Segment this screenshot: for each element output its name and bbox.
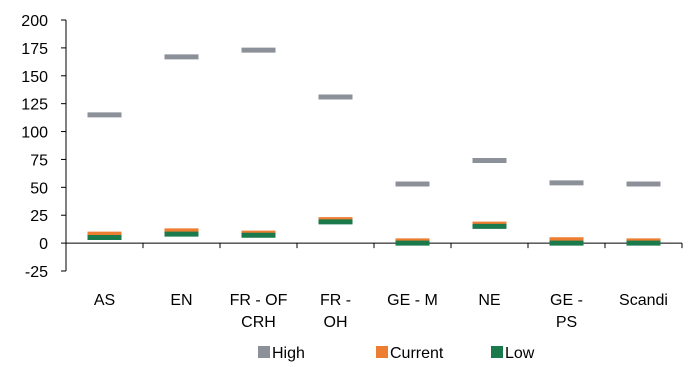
y-tick-label: 50 xyxy=(30,180,48,197)
y-axis: -25 0 25 50 75 100 125 150 175 200 xyxy=(21,13,67,281)
y-tick-label: 75 xyxy=(30,152,48,169)
y-tick-label: 200 xyxy=(21,13,48,30)
y-tick-label: 25 xyxy=(30,208,48,225)
y-tick-label: 125 xyxy=(21,97,48,114)
legend-swatch-current xyxy=(376,346,388,358)
x-tick-label: EN xyxy=(170,292,192,309)
x-axis: AS EN FR - OF CRH FR -OH GE - M NE GE -PS Scandi xyxy=(65,242,683,331)
legend-label-current: Current xyxy=(390,345,444,362)
y-tick-label: -25 xyxy=(25,264,48,281)
x-tick-label: NE xyxy=(478,292,500,309)
legend-label-low: Low xyxy=(505,345,535,362)
x-tick-label: Scandi xyxy=(619,292,668,309)
data-marks xyxy=(87,47,661,246)
y-tick-label: 175 xyxy=(21,41,48,58)
y-tick-label: 150 xyxy=(21,69,48,86)
x-tick-label: FR -OH xyxy=(320,292,351,331)
legend-label-high: High xyxy=(272,345,305,362)
x-tick-label: GE -PS xyxy=(550,292,583,331)
y-tick-label: 0 xyxy=(39,236,48,253)
y-tick-label: 100 xyxy=(21,125,48,142)
legend: High Current Low xyxy=(258,345,535,362)
x-tick-label: AS xyxy=(94,292,115,309)
legend-swatch-high xyxy=(258,346,270,358)
legend-swatch-low xyxy=(491,346,503,358)
x-tick-label: FR - OF CRH xyxy=(230,292,288,331)
x-tick-label: GE - M xyxy=(387,292,438,309)
